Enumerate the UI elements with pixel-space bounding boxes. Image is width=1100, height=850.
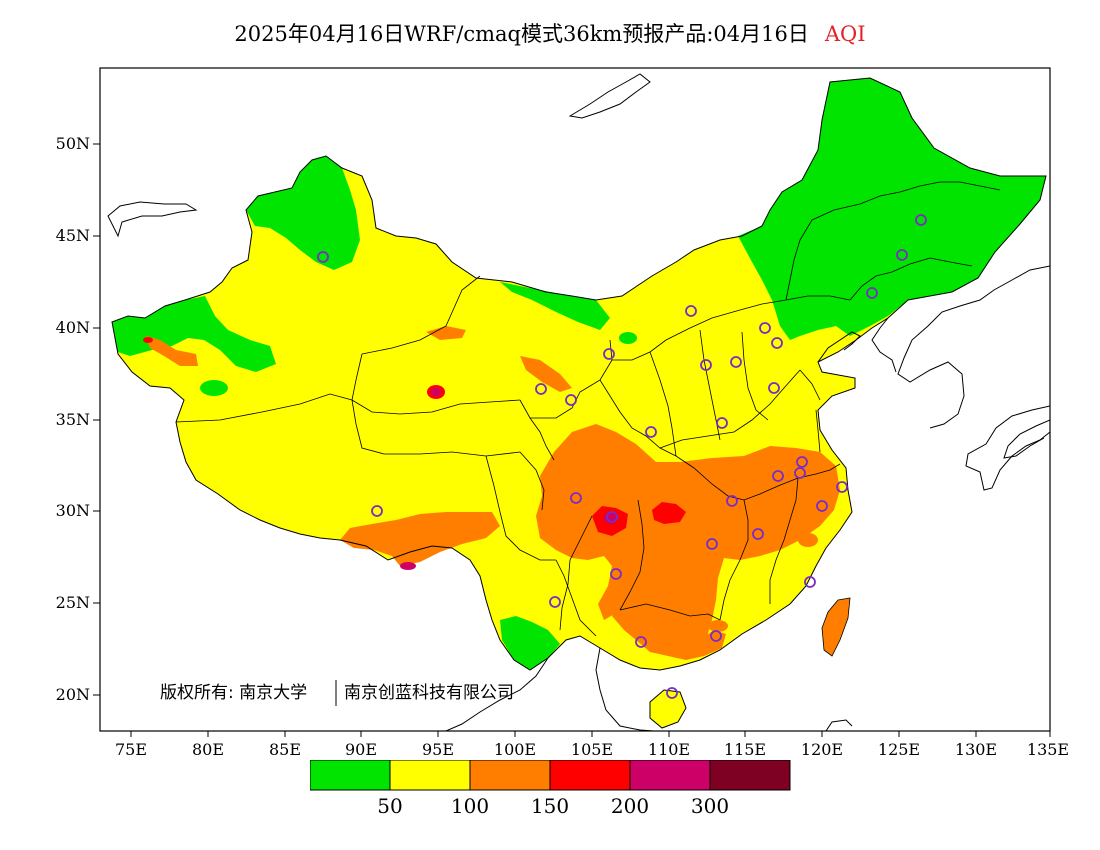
region-usg-taiwan	[821, 597, 851, 657]
lat-label-20n: 20N	[56, 685, 90, 704]
lat-label-25n: 25N	[56, 593, 90, 612]
legend-swatches	[310, 760, 791, 791]
region-good-xinjiang-west	[112, 296, 276, 372]
lat-label-50n: 50N	[56, 134, 90, 153]
region-good-yunnan-south	[500, 616, 560, 670]
region-usg-guangxi	[612, 596, 726, 660]
copyright-left: 版权所有: 南京大学	[160, 683, 307, 703]
region-usg-fujian	[798, 533, 818, 547]
lat-label-30n: 30N	[56, 501, 90, 520]
legend-label-1: 100	[451, 794, 489, 818]
region-usg-tibet-south	[340, 512, 500, 566]
latitude-axis	[93, 143, 100, 696]
region-usg-east-blob	[708, 620, 728, 632]
map-plot-area: 版权所有: 南京大学 南京创蓝科技有限公司	[107, 73, 1050, 731]
aqi-legend: 50 100 150 200 300	[310, 760, 791, 818]
region-unhealthy-chongqing	[652, 502, 686, 524]
legend-swatch-3	[549, 760, 631, 791]
region-good-inner-mongolia	[500, 282, 610, 330]
lon-label-125e: 125E	[878, 740, 920, 759]
station-markers	[317, 214, 927, 699]
lon-label-95e: 95E	[422, 740, 454, 759]
map-title: 2025年04月16日WRF/cmaq模式36km预报产品:04月16日 AQI	[0, 18, 1100, 48]
foreign-coastlines	[107, 73, 1050, 731]
region-good-xinjiang-north	[246, 156, 360, 270]
legend-swatch-1	[389, 760, 471, 791]
lon-label-120e: 120E	[801, 740, 843, 759]
lon-label-105e: 105E	[571, 740, 613, 759]
lon-label-85e: 85E	[269, 740, 301, 759]
region-moderate-hainan	[650, 690, 686, 728]
title-variable: AQI	[824, 22, 866, 46]
province-boundaries	[175, 181, 1001, 637]
region-unhealthy-kashgar	[143, 337, 153, 343]
legend-label-4: 300	[691, 794, 729, 818]
lon-label-80e: 80E	[192, 740, 224, 759]
lon-label-130e: 130E	[955, 740, 997, 759]
lon-label-135e: 135E	[1027, 740, 1069, 759]
region-usg-qinghai-strip	[426, 326, 466, 340]
lon-label-90e: 90E	[345, 740, 377, 759]
legend-labels: 50 100 150 200 300	[377, 794, 729, 818]
copyright-right: 南京创蓝科技有限公司	[344, 683, 514, 703]
lat-label-45n: 45N	[56, 226, 90, 245]
legend-swatch-4	[629, 760, 711, 791]
legend-swatch-2	[469, 760, 551, 791]
lon-label-100e: 100E	[494, 740, 536, 759]
lat-label-40n: 40N	[56, 318, 90, 337]
legend-swatch-0	[310, 760, 391, 791]
lon-label-110e: 110E	[648, 740, 690, 759]
region-very-unhealthy-tibet	[400, 562, 416, 570]
map-frame-border	[99, 67, 1051, 732]
lat-label-35n: 35N	[56, 410, 90, 429]
legend-label-0: 50	[377, 794, 402, 818]
region-usg-central	[536, 424, 840, 650]
title-main: 2025年04月16日WRF/cmaq模式36km预报产品:04月16日	[234, 22, 809, 46]
longitude-axis	[130, 731, 1051, 737]
lon-label-115e: 115E	[724, 740, 766, 759]
lon-label-75e: 75E	[115, 740, 147, 759]
region-good-northeast	[738, 78, 1046, 340]
legend-swatch-5	[709, 760, 791, 791]
legend-label-3: 200	[611, 794, 649, 818]
region-good-xinjiang-blob	[200, 380, 228, 396]
region-usg-gansu	[520, 356, 572, 392]
region-very-unhealthy-qaidam	[431, 388, 441, 396]
hainan-border	[649, 689, 687, 729]
legend-label-2: 150	[531, 794, 569, 818]
region-good-qinghai	[619, 332, 637, 344]
region-usg-kashgar	[146, 336, 198, 366]
